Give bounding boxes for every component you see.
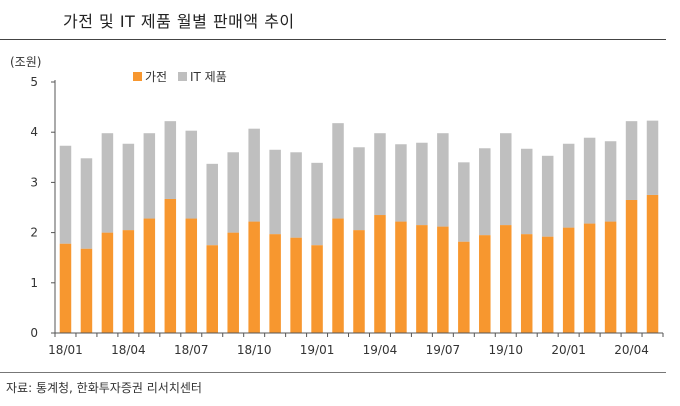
bar-appliance-19-01 <box>311 245 323 333</box>
bar-it-19-07 <box>437 133 449 227</box>
y-tick-label: 0 <box>30 326 38 340</box>
bar-it-19-05 <box>395 144 407 222</box>
x-tick-label: 19/01 <box>300 343 335 357</box>
bar-appliance-19-03 <box>353 230 365 333</box>
bar-appliance-20-04 <box>625 199 638 333</box>
bar-appliance-18-04 <box>122 230 135 333</box>
x-axis-ticks: 18/01 18/04 18/07 18/10 19/01 19/04 19/07 19/10… <box>48 333 664 357</box>
legend-label-appliance: 가전 <box>145 70 167 84</box>
bar-it-20-04 <box>625 121 638 200</box>
title-divider <box>0 39 666 40</box>
y-tick-label: 4 <box>30 125 38 139</box>
bar-appliance-19-12 <box>541 236 554 333</box>
y-axis-unit-label: (조원) <box>10 55 42 69</box>
bar-it-19-06 <box>416 142 428 226</box>
bar-appliance-19-10 <box>500 225 512 333</box>
bar-it-18-12 <box>290 152 302 238</box>
bar-it-18-11 <box>269 149 281 235</box>
bar-it-18-01 <box>59 145 72 244</box>
x-tick-label: 18/04 <box>111 343 146 357</box>
bar-it-18-03 <box>101 133 114 233</box>
legend-swatch-it <box>178 72 187 81</box>
bar-appliance-20-02 <box>583 223 596 333</box>
bar-it-18-06 <box>164 121 177 199</box>
legend-swatch-appliance <box>133 72 142 81</box>
bar-appliance-18-02 <box>80 248 93 333</box>
y-tick-label: 3 <box>30 175 38 189</box>
bar-it-19-11 <box>520 148 533 235</box>
y-tick-label: 1 <box>30 276 38 290</box>
bar-appliance-20-03 <box>604 221 617 333</box>
source-note: 자료: 통계청, 한화투자증권 리서치센터 <box>6 381 202 395</box>
bar-it-18-07 <box>185 130 198 219</box>
bar-it-20-01 <box>562 143 575 228</box>
bar-it-18-05 <box>143 133 156 219</box>
x-tick-label: 19/07 <box>426 343 461 357</box>
bar-it-19-04 <box>374 133 386 216</box>
bar-appliance-19-09 <box>479 235 491 333</box>
bar-it-20-05 <box>646 120 659 195</box>
bar-appliance-18-12 <box>290 237 302 333</box>
bar-it-19-01 <box>311 162 323 246</box>
bar-it-18-08 <box>206 163 218 246</box>
bar-it-20-02 <box>583 137 596 224</box>
bar-it-20-03 <box>604 141 617 222</box>
x-tick-label: 20/01 <box>551 343 586 357</box>
bar-it-19-09 <box>479 148 491 236</box>
bar-appliance-18-01 <box>59 243 72 333</box>
bar-it-18-09 <box>227 152 239 233</box>
x-tick-label: 18/10 <box>237 343 272 357</box>
x-tick-label: 19/04 <box>363 343 398 357</box>
y-tick-label: 5 <box>30 75 38 89</box>
bar-it-19-10 <box>500 133 512 226</box>
bar-appliance-18-11 <box>269 234 281 333</box>
footer-divider <box>0 372 666 373</box>
x-tick-label: 19/10 <box>488 343 523 357</box>
x-tick-label: 20/04 <box>614 343 649 357</box>
chart-axes <box>54 80 663 334</box>
bar-it-19-03 <box>353 147 365 231</box>
bar-it-18-10 <box>248 128 260 222</box>
bar-appliance-20-05 <box>646 194 659 333</box>
chart-title: 가전 및 IT 제품 월별 판매액 추이 <box>63 12 295 31</box>
bar-appliance-18-06 <box>164 198 177 333</box>
bar-it-19-08 <box>458 162 470 242</box>
y-tick-label: 2 <box>30 226 38 240</box>
x-tick-label: 18/07 <box>174 343 209 357</box>
bar-appliance-19-06 <box>416 225 428 333</box>
bar-it-19-12 <box>541 155 554 237</box>
x-tick-label: 18/01 <box>48 343 83 357</box>
bar-it-18-02 <box>80 158 93 249</box>
y-axis-ticks: 0 1 2 3 4 5 <box>30 75 55 340</box>
bar-appliance-18-03 <box>101 232 114 333</box>
bar-appliance-18-07 <box>185 218 198 333</box>
bar-appliance-19-04 <box>374 215 386 333</box>
bar-it-19-02 <box>332 123 344 219</box>
bar-appliance-19-05 <box>395 221 407 333</box>
bar-it-18-04 <box>122 143 135 231</box>
bar-appliance-18-10 <box>248 221 260 333</box>
bar-appliance-18-08 <box>206 245 218 333</box>
bar-appliance-19-08 <box>458 241 470 333</box>
bar-appliance-18-09 <box>227 232 239 333</box>
bar-appliance-20-01 <box>562 227 575 333</box>
bar-appliance-19-11 <box>520 234 533 333</box>
bar-appliance-18-05 <box>143 218 156 333</box>
chart-legend: 가전 IT 제품 <box>133 70 227 84</box>
bar-appliance-19-07 <box>437 226 449 333</box>
legend-label-it: IT 제품 <box>190 70 227 84</box>
bar-appliance-19-02 <box>332 218 344 333</box>
chart-bars <box>59 120 659 333</box>
